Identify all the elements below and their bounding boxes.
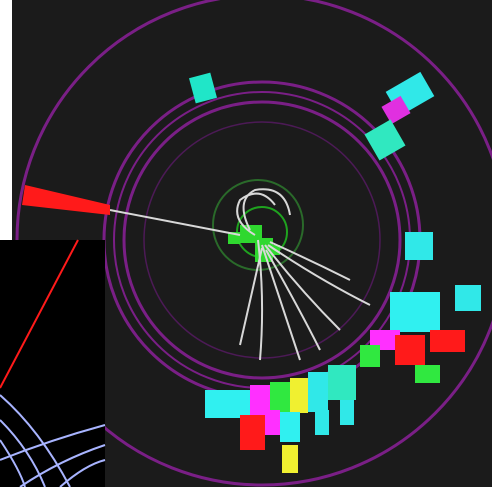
tower xyxy=(455,285,481,311)
track xyxy=(257,239,264,361)
tower xyxy=(315,410,329,435)
tower xyxy=(205,390,250,418)
track xyxy=(236,192,276,236)
tower xyxy=(328,365,356,400)
tower xyxy=(280,412,300,442)
tower xyxy=(395,335,425,365)
track xyxy=(261,244,301,361)
tower xyxy=(415,365,440,383)
track xyxy=(109,209,241,236)
tower xyxy=(340,400,354,425)
tower xyxy=(282,445,298,473)
tower xyxy=(360,345,380,367)
track xyxy=(239,247,263,346)
tower xyxy=(270,382,290,417)
tower xyxy=(290,378,308,413)
track xyxy=(264,244,341,331)
tower xyxy=(189,72,217,104)
inset-track xyxy=(0,239,79,389)
inset xyxy=(0,239,106,487)
tower xyxy=(265,410,280,435)
tower xyxy=(250,385,270,415)
inset-track xyxy=(59,459,106,487)
inner-ring xyxy=(143,121,381,359)
tower xyxy=(308,372,328,412)
ring xyxy=(122,100,402,380)
inset-track xyxy=(0,394,71,487)
inset-background xyxy=(0,240,105,487)
inset-tracks xyxy=(0,394,106,487)
inset-track xyxy=(19,444,106,487)
tower xyxy=(240,415,265,450)
track xyxy=(267,244,371,306)
tracks xyxy=(109,188,371,361)
energy-wedge xyxy=(22,185,110,215)
calorimeter-towers xyxy=(189,71,481,473)
inset-track xyxy=(0,419,46,487)
track xyxy=(242,188,291,231)
tower xyxy=(430,330,465,352)
tower xyxy=(390,292,440,332)
track xyxy=(269,241,351,281)
tower xyxy=(381,95,411,125)
inset-track xyxy=(0,439,26,487)
track xyxy=(265,249,321,351)
tower xyxy=(405,232,433,260)
tower xyxy=(364,119,406,161)
